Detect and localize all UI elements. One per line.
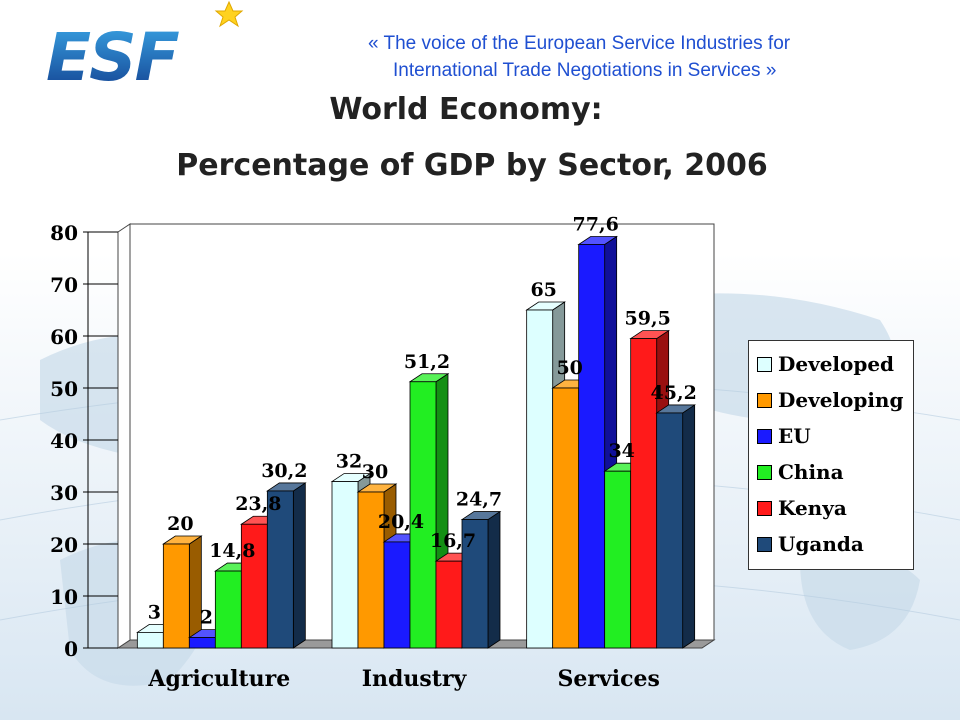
chart-title-line-1: World Economy: [329,92,603,127]
bar-side [682,404,696,649]
bar-side [487,510,501,649]
legend-item-developed: Developed [757,349,894,379]
legend-swatch [757,500,772,516]
legend-swatch [757,356,772,372]
data-label: 50 [556,357,582,379]
legend-item-uganda: Uganda [757,529,864,559]
chart-title-line-2: Percentage of GDP by Sector, 2006 [176,148,768,183]
bar-developed-agriculture [136,632,164,649]
legend-item-eu: EU [757,421,811,451]
y-tick-label: 20 [50,533,78,557]
y-tick-label: 80 [50,221,78,245]
bar-developing-industry [357,491,385,649]
legend-label: Developing [778,388,904,412]
legend-swatch [757,536,772,552]
legend-item-developing: Developing [757,385,903,415]
data-label: 14,8 [209,540,255,562]
data-label: 3 [148,601,161,623]
bar-developing-services [552,387,580,649]
legend-label: Developed [778,352,895,376]
star-icon [214,0,244,28]
legend-item-china: China [757,457,844,487]
bar-uganda-agriculture [266,490,294,649]
esf-logo-text: ESF [46,19,180,90]
bar-china-industry [409,381,437,649]
tagline-line-1: « The voice of the European Service Indu… [368,33,791,54]
bar-uganda-industry [461,519,489,649]
x-category-label: Industry [362,666,468,692]
y-tick-label: 40 [50,429,78,453]
legend-label: China [778,460,844,484]
data-label: 30,2 [261,460,307,482]
tagline-line-2: International Trade Negotiations in Serv… [393,60,777,81]
data-label: 51,2 [404,351,450,373]
y-tick-label: 30 [50,481,78,505]
data-label: 20 [167,513,193,535]
bar-developed-services [526,309,554,649]
bar-developing-agriculture [162,543,190,649]
x-category-label: Agriculture [147,666,290,692]
bar-uganda-services [656,412,684,649]
y-tick-label: 50 [50,377,78,401]
legend-swatch [757,392,772,408]
y-tick-label: 60 [50,325,78,349]
bar-developed-industry [331,481,359,649]
data-label: 30 [362,461,388,483]
bar-side [292,482,306,649]
data-label: 23,8 [235,493,281,515]
data-label: 2 [200,607,213,629]
legend-label: EU [778,424,811,448]
chart-legend: Developed Developing EU China Kenya Uganda [748,340,914,570]
data-label: 77,6 [573,213,619,235]
data-label: 65 [530,279,556,301]
data-label: 59,5 [625,308,671,330]
plot-side-wall [117,223,131,649]
bar-kenya-agriculture [240,523,268,649]
legend-label: Kenya [778,496,847,520]
legend-swatch [757,464,772,480]
esf-logo: ESF [46,0,244,90]
bar-china-services [604,470,632,649]
data-label: 32 [336,451,362,473]
y-tick-label: 10 [50,585,78,609]
legend-label: Uganda [778,532,864,556]
data-label: 45,2 [651,382,697,404]
bar-kenya-services [630,338,658,649]
data-label: 20,4 [378,511,424,533]
data-label: 24,7 [456,489,502,511]
bar-eu-industry [383,541,411,649]
bar-eu-agriculture [188,637,216,649]
legend-swatch [757,428,772,444]
bar-kenya-industry [435,560,463,649]
bar-eu-services [578,244,606,649]
x-category-label: Services [557,666,659,692]
bar-china-agriculture [214,570,242,649]
legend-item-kenya: Kenya [757,493,847,523]
y-tick-label: 0 [64,637,78,661]
y-tick-label: 70 [50,273,78,297]
data-label: 16,7 [430,530,476,552]
data-label: 34 [608,440,634,462]
